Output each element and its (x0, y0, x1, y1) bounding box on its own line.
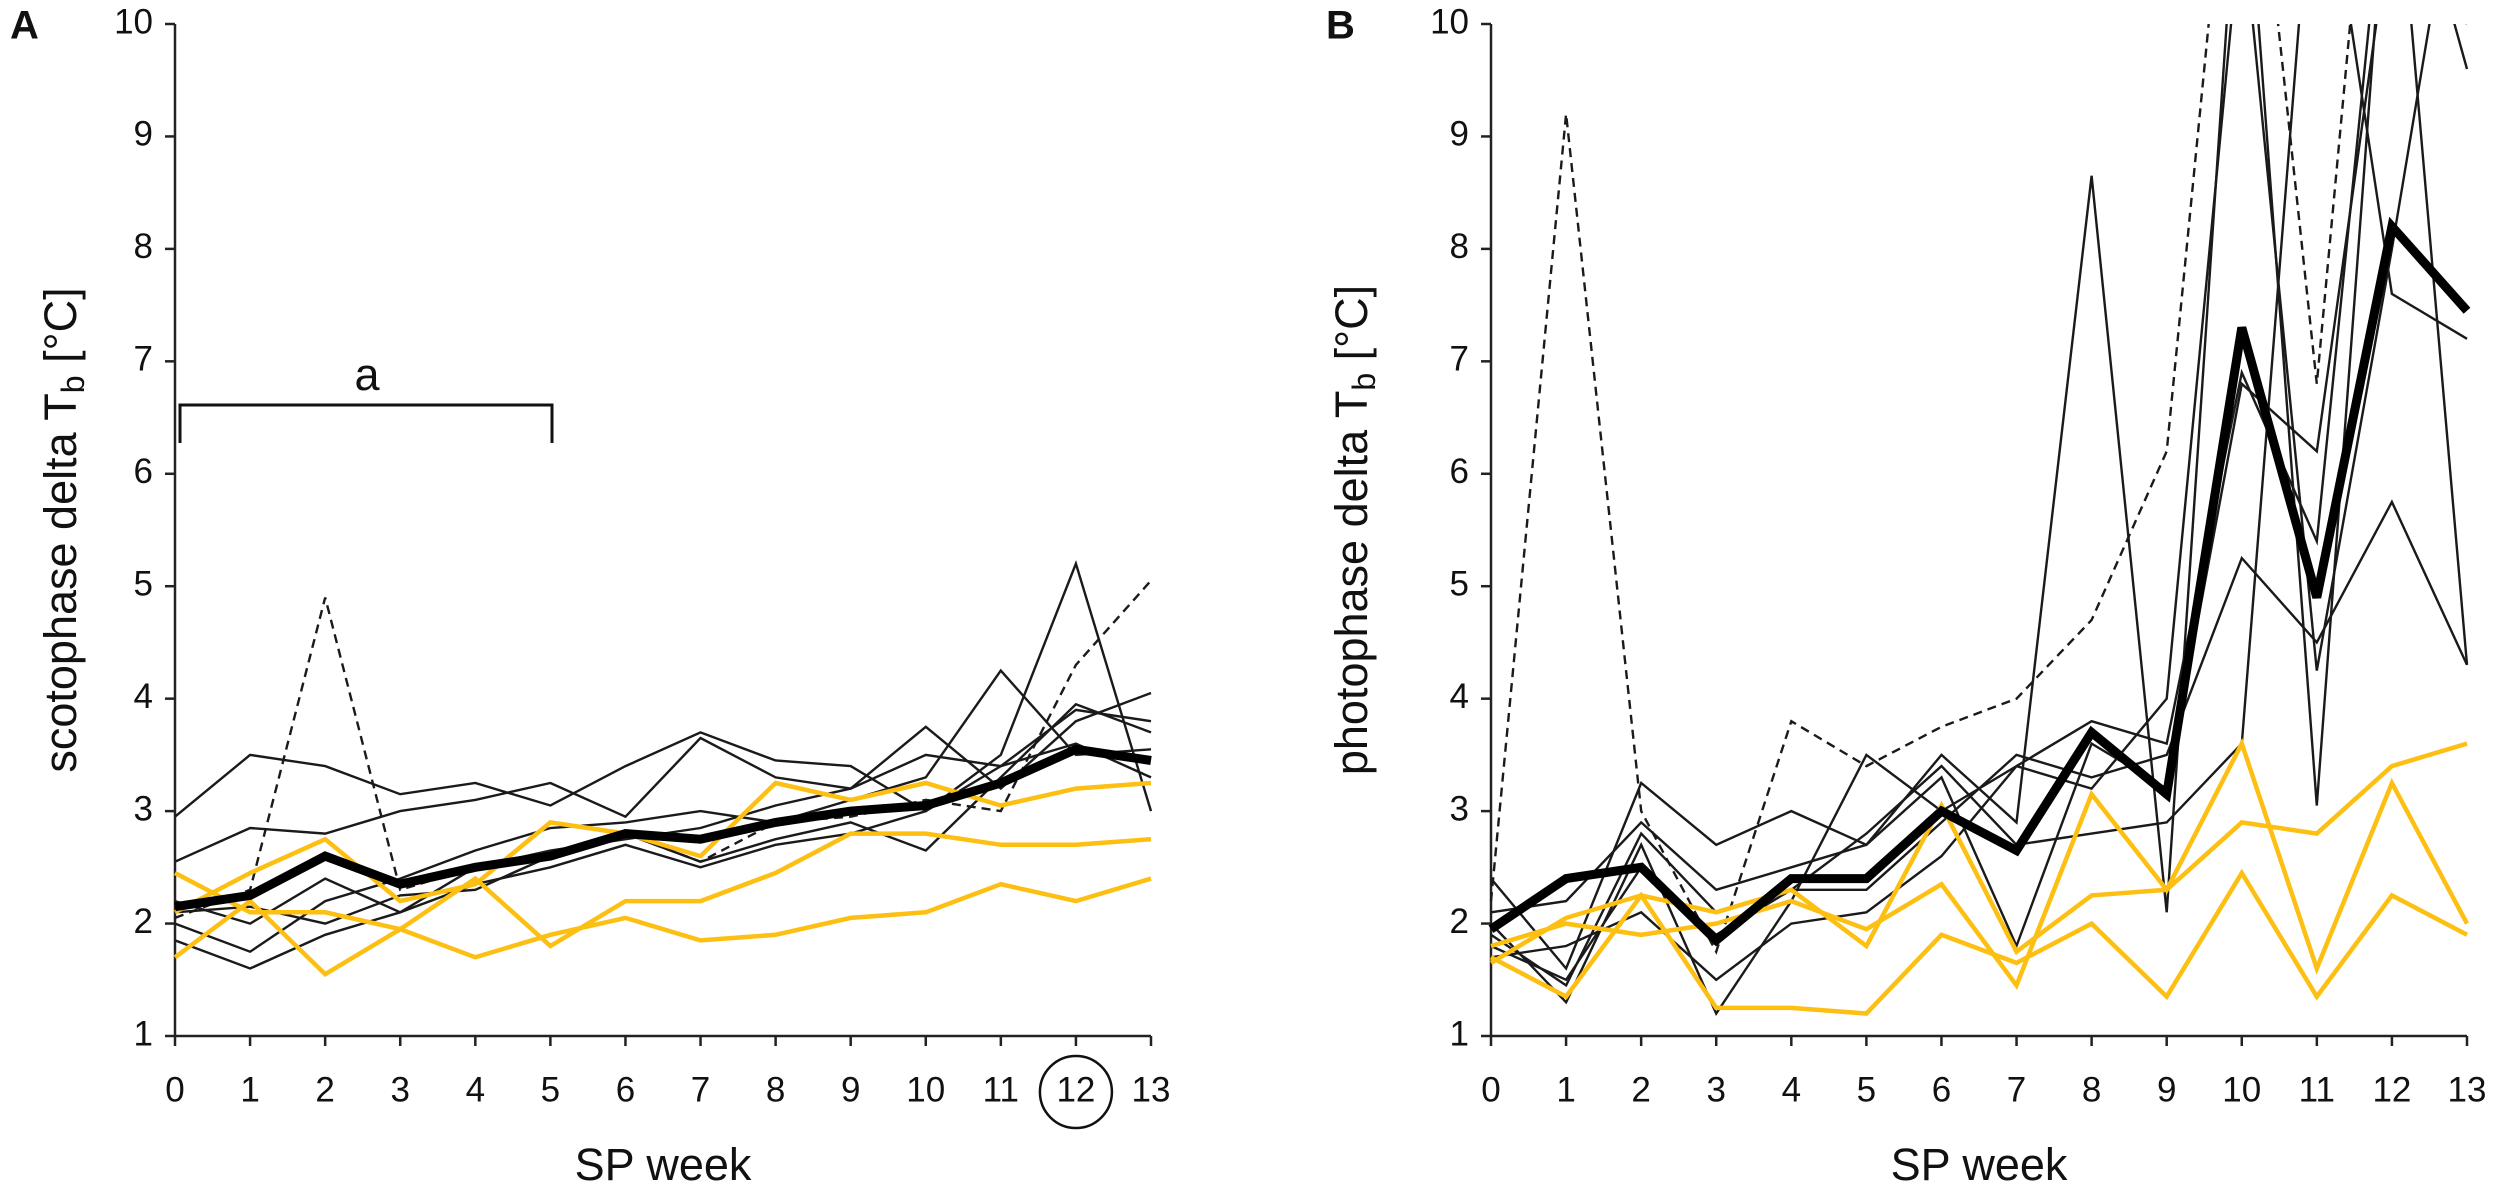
y-axis-label-text: scotophase delta T (35, 393, 86, 772)
series-line (173, 831, 1152, 978)
x-tick-label: 2 (1631, 1070, 1650, 1109)
y-tick-label: 8 (134, 227, 153, 266)
plot-area (1488, 24, 2471, 1016)
y-axis-label: photophase delta Tb [°C] (1326, 285, 1383, 775)
series-line (1488, 216, 2471, 947)
series-line (174, 691, 1152, 863)
x-tick-label: 8 (766, 1070, 785, 1109)
x-tick-label: 5 (541, 1070, 560, 1109)
series-line (1490, 737, 2469, 991)
y-tick-label: 7 (1450, 340, 1469, 379)
panel-label: A (10, 4, 39, 48)
highlight-circle (1038, 1054, 1114, 1130)
y-tick-label: 4 (134, 677, 153, 716)
series-line (1489, 24, 2352, 955)
y-tick-label: 3 (1450, 789, 1469, 828)
x-tick-label: 1 (240, 1070, 259, 1109)
x-tick-label: 9 (841, 1070, 860, 1109)
x-tick-label: 13 (2448, 1070, 2487, 1109)
y-tick-label: 5 (1450, 564, 1469, 603)
x-tick-label: 7 (2007, 1070, 2026, 1109)
y-tick-label: 6 (134, 452, 153, 491)
x-tick-label: 6 (1932, 1070, 1951, 1109)
x-tick-label: 12 (2372, 1070, 2411, 1109)
y-tick-label: 8 (1450, 227, 1469, 266)
x-tick-label: 13 (1132, 1070, 1171, 1109)
x-tick-label: 5 (1857, 1070, 1876, 1109)
panel-label: B (1326, 4, 1355, 48)
series-line (174, 579, 1152, 920)
y-tick-label: 9 (1450, 115, 1469, 154)
x-tick-label: 1 (1556, 1070, 1575, 1109)
x-tick-label: 0 (165, 1070, 184, 1109)
y-tick-label: 1 (134, 1014, 153, 1053)
x-tick-label: 8 (2082, 1070, 2101, 1109)
y-tick-label: 9 (134, 115, 153, 154)
x-tick-label: 3 (390, 1070, 409, 1109)
y-axis-label-text: photophase delta T (1326, 391, 1377, 775)
x-tick-label: 10 (906, 1070, 945, 1109)
y-tick-label: 4 (1450, 677, 1469, 716)
y-tick-label: 2 (134, 902, 153, 941)
x-tick-label: 4 (1782, 1070, 1801, 1109)
x-tick-label: 9 (2157, 1070, 2176, 1109)
series-line (174, 668, 1152, 954)
y-axis-label-suffix: [°C] (1326, 285, 1377, 373)
series-line (173, 780, 1152, 915)
y-tick-label: 3 (134, 789, 153, 828)
plot-area (173, 560, 1153, 978)
series-line (1490, 24, 2469, 971)
y-tick-label: 5 (134, 564, 153, 603)
x-axis-label: SP week (575, 1139, 752, 1190)
y-axis-label-subscript: b (55, 375, 91, 393)
x-axis-label: SP week (1891, 1139, 2068, 1190)
x-tick-label: 11 (983, 1070, 1019, 1109)
x-tick-label: 6 (616, 1070, 635, 1109)
series-line (1489, 868, 2469, 1016)
y-axis-label-subscript: b (1346, 373, 1382, 391)
x-tick-label: 4 (466, 1070, 485, 1109)
series-line (1490, 499, 2469, 988)
bracket (178, 403, 554, 443)
x-tick-label: 7 (691, 1070, 710, 1109)
y-tick-label: 2 (1450, 902, 1469, 941)
y-tick-label: 1 (1450, 1014, 1469, 1053)
x-tick-label: 12 (1056, 1070, 1095, 1109)
x-tick-label: 0 (1481, 1070, 1500, 1109)
y-axis-label-suffix: [°C] (35, 287, 86, 375)
y-tick-label: 7 (134, 340, 153, 379)
series-line (174, 708, 1152, 818)
y-axis-label: scotophase delta Tb [°C] (35, 287, 92, 772)
y-tick-label: 10 (1430, 2, 1469, 41)
x-tick-label: 11 (2299, 1070, 2335, 1109)
x-tick-label: 3 (1706, 1070, 1725, 1109)
x-tick-label: 2 (315, 1070, 334, 1109)
y-tick-label: 10 (114, 2, 153, 41)
annotation: a (354, 349, 380, 400)
series-line (174, 702, 1152, 925)
x-tick-label: 10 (2222, 1070, 2261, 1109)
y-tick-label: 6 (1450, 452, 1469, 491)
series-line (173, 871, 1152, 960)
series-line (1489, 741, 2468, 965)
series-line (174, 744, 1152, 912)
